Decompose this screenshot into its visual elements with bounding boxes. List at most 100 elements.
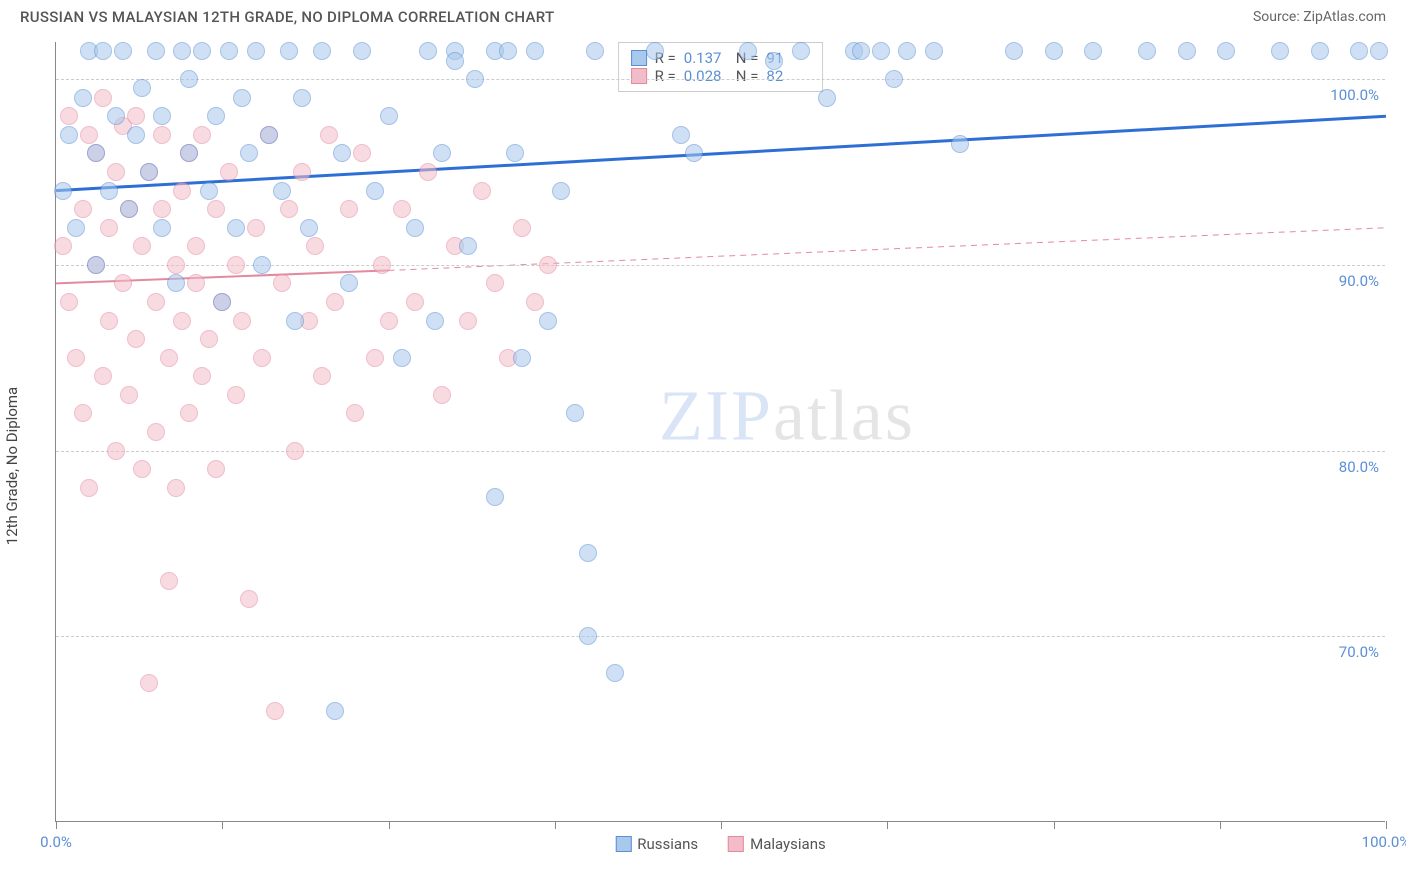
scatter-dot-malaysians — [253, 349, 271, 367]
scatter-dot-malaysians — [486, 274, 504, 292]
scatter-dot-malaysians — [133, 460, 151, 478]
scatter-dot-malaysians — [539, 256, 557, 274]
scatter-dot-malaysians — [526, 293, 544, 311]
scatter-dot-russians — [133, 79, 151, 97]
scatter-dot-russians — [765, 52, 783, 70]
scatter-dot-malaysians — [380, 312, 398, 330]
scatter-dot-malaysians — [326, 293, 344, 311]
scatter-dot-russians — [167, 274, 185, 292]
scatter-dot-russians — [220, 42, 238, 60]
scatter-dot-russians — [951, 135, 969, 153]
scatter-dot-russians — [280, 42, 298, 60]
xtick-label: 100.0% — [1362, 833, 1406, 851]
scatter-dot-malaysians — [94, 89, 112, 107]
scatter-dot-russians — [526, 42, 544, 60]
scatter-dot-malaysians — [153, 200, 171, 218]
xtick — [222, 821, 223, 829]
scatter-dot-russians — [340, 274, 358, 292]
scatter-dot-malaysians — [80, 126, 98, 144]
xtick — [56, 821, 57, 829]
scatter-dot-russians — [193, 42, 211, 60]
scatter-dot-russians — [313, 42, 331, 60]
scatter-dot-malaysians — [373, 256, 391, 274]
scatter-dot-malaysians — [280, 200, 298, 218]
legend-label-malaysians: Malaysians — [750, 835, 826, 853]
scatter-dot-russians — [898, 42, 916, 60]
scatter-dot-malaysians — [419, 163, 437, 181]
xtick-label: 0.0% — [40, 833, 72, 851]
scatter-dot-russians — [87, 256, 105, 274]
scatter-dot-malaysians — [127, 107, 145, 125]
scatter-dot-russians — [333, 144, 351, 162]
scatter-dot-russians — [200, 182, 218, 200]
xtick — [1054, 821, 1055, 829]
scatter-dot-russians — [74, 89, 92, 107]
scatter-dot-russians — [300, 219, 318, 237]
scatter-dot-russians — [852, 42, 870, 60]
scatter-dot-russians — [107, 107, 125, 125]
chart-container: 12th Grade, No Diploma R = 0.137 N = 91 … — [0, 32, 1406, 882]
legend-swatch-blue-icon — [615, 836, 631, 852]
legend-bottom: Russians Malaysians — [615, 835, 825, 853]
scatter-dot-malaysians — [340, 200, 358, 218]
scatter-dot-malaysians — [266, 702, 284, 720]
scatter-dot-russians — [326, 702, 344, 720]
ytick-label: 100.0% — [1330, 86, 1379, 104]
scatter-dot-russians — [579, 627, 597, 645]
scatter-dot-malaysians — [240, 590, 258, 608]
scatter-dot-malaysians — [393, 200, 411, 218]
scatter-dot-malaysians — [100, 219, 118, 237]
scatter-dot-malaysians — [207, 200, 225, 218]
scatter-dot-russians — [87, 144, 105, 162]
scatter-dot-russians — [466, 70, 484, 88]
scatter-dot-malaysians — [273, 274, 291, 292]
scatter-dot-russians — [672, 126, 690, 144]
scatter-dot-malaysians — [366, 349, 384, 367]
scatter-dot-russians — [539, 312, 557, 330]
xtick — [555, 821, 556, 829]
xtick — [887, 821, 888, 829]
xtick — [721, 821, 722, 829]
scatter-dot-russians — [499, 42, 517, 60]
scatter-dot-russians — [552, 182, 570, 200]
n-label: N = — [736, 67, 759, 85]
scatter-dot-malaysians — [207, 460, 225, 478]
scatter-dot-malaysians — [133, 237, 151, 255]
scatter-dot-russians — [60, 126, 78, 144]
scatter-dot-russians — [286, 312, 304, 330]
scatter-dot-malaysians — [459, 312, 477, 330]
scatter-dot-russians — [140, 163, 158, 181]
scatter-dot-russians — [353, 42, 371, 60]
scatter-dot-malaysians — [513, 219, 531, 237]
stats-row-malaysians: R = 0.028 N = 82 — [631, 67, 811, 85]
scatter-dot-malaysians — [167, 479, 185, 497]
scatter-dot-malaysians — [353, 144, 371, 162]
gridline-h — [56, 636, 1385, 637]
scatter-dot-malaysians — [74, 404, 92, 422]
scatter-dot-russians — [646, 42, 664, 60]
scatter-dot-russians — [147, 42, 165, 60]
scatter-dot-malaysians — [346, 404, 364, 422]
scatter-dot-russians — [433, 144, 451, 162]
scatter-dot-russians — [240, 144, 258, 162]
scatter-dot-malaysians — [180, 404, 198, 422]
scatter-dot-russians — [406, 219, 424, 237]
scatter-dot-russians — [1350, 42, 1368, 60]
legend-swatch-pink-icon — [728, 836, 744, 852]
scatter-dot-russians — [153, 219, 171, 237]
scatter-dot-russians — [1005, 42, 1023, 60]
xtick — [1220, 821, 1221, 829]
scatter-dot-russians — [1178, 42, 1196, 60]
scatter-dot-malaysians — [433, 386, 451, 404]
scatter-dot-malaysians — [247, 219, 265, 237]
scatter-dot-malaysians — [173, 312, 191, 330]
scatter-dot-russians — [180, 70, 198, 88]
scatter-dot-malaysians — [320, 126, 338, 144]
scatter-dot-malaysians — [167, 256, 185, 274]
scatter-dot-malaysians — [60, 107, 78, 125]
watermark-zip: ZIP — [659, 375, 773, 455]
scatter-dot-russians — [114, 42, 132, 60]
legend-swatch-blue — [631, 50, 647, 66]
scatter-dot-russians — [506, 144, 524, 162]
gridline-h — [56, 79, 1385, 80]
